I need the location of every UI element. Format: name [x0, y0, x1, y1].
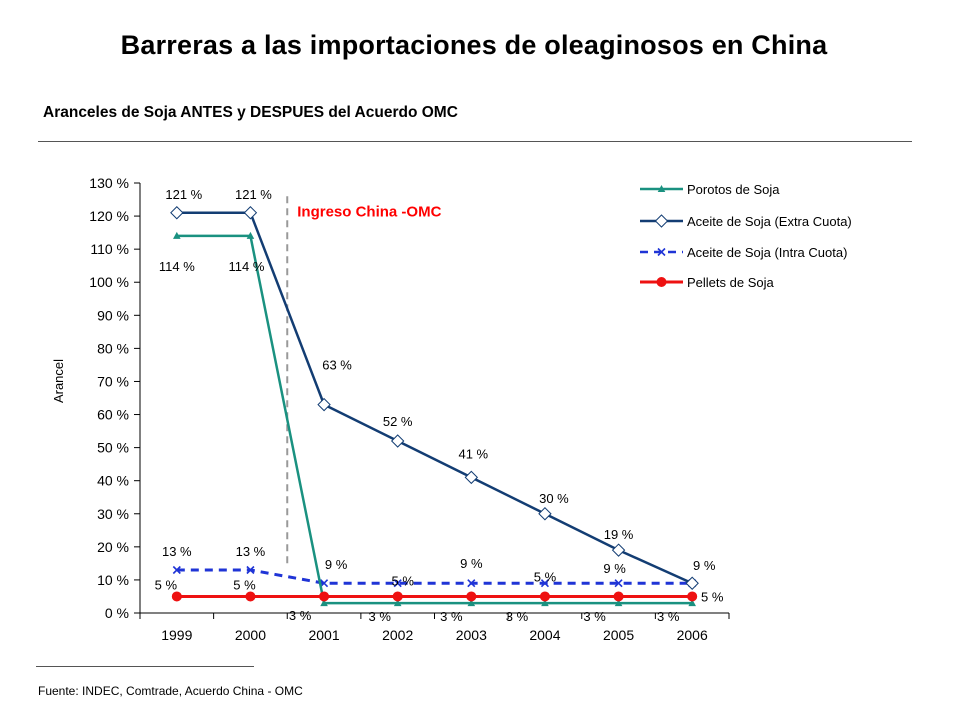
series-point-porotos [467, 599, 476, 607]
series-point-aceite-extra [170, 206, 184, 220]
data-label-porotos: 3 % [289, 608, 312, 623]
y-tick-label: 40 % [97, 473, 129, 489]
y-tick-label: 120 % [89, 208, 129, 224]
series-point-porotos [393, 599, 402, 607]
data-label-aceite-intra: 9 % [603, 561, 626, 576]
data-label-aceite-intra: 9 % [325, 557, 348, 572]
data-label-pellets: 5 % [233, 577, 256, 592]
source-note: Fuente: INDEC, Comtrade, Acuerdo China -… [38, 684, 303, 698]
series-point-pellets [466, 591, 477, 602]
footer-divider [36, 666, 254, 667]
series-line-aceite-extra [176, 211, 693, 585]
x-tick-label: 1999 [161, 627, 192, 643]
x-tick-label: 2003 [456, 627, 487, 643]
series-point-porotos [246, 231, 255, 239]
x-tick-label: 2001 [308, 627, 339, 643]
data-label-pellets: 5 % [391, 573, 414, 588]
series-point-pellets [539, 591, 550, 602]
series-point-aceite-intra [393, 579, 402, 588]
legend-label-aceite-intra: Aceite de Soja (Intra Cuota) [687, 245, 847, 260]
data-label-aceite-extra: 9 % [693, 558, 716, 573]
data-label-porotos: 114 % [228, 259, 264, 274]
series-point-aceite-intra [246, 565, 255, 575]
series-point-pellets [171, 591, 182, 602]
series-point-pellets [687, 591, 698, 602]
y-tick-label: 10 % [97, 572, 129, 588]
series-point-aceite-extra [390, 434, 405, 448]
legend-marker-porotos [657, 185, 666, 192]
data-label-aceite-intra: 13 % [236, 544, 266, 559]
series-line-porotos [176, 234, 693, 605]
data-label-aceite-extra: 121 % [165, 187, 202, 202]
series-point-aceite-extra [317, 397, 331, 412]
series-point-pellets [319, 591, 330, 602]
y-tick-label: 20 % [97, 539, 129, 555]
x-tick-label: 2005 [603, 627, 634, 643]
series-point-porotos [173, 231, 181, 239]
series-point-aceite-extra [611, 543, 626, 557]
series-point-pellets [613, 591, 624, 602]
y-tick-label: 0 % [105, 605, 129, 621]
y-tick-label: 30 % [97, 506, 129, 522]
data-label-pellets: 5 % [534, 569, 557, 584]
data-label-aceite-intra: 9 % [460, 556, 483, 571]
data-label-aceite-extra: 52 % [383, 414, 413, 429]
series-point-aceite-intra [540, 579, 550, 588]
data-label-aceite-extra: 41 % [458, 446, 488, 461]
series-point-porotos [320, 599, 328, 607]
legend-marker-pellets [656, 277, 667, 287]
x-tick-label: 2000 [235, 627, 266, 643]
data-label-porotos: 114 % [159, 259, 195, 274]
y-tick-label: 80 % [97, 340, 129, 356]
data-label-porotos: 3 % [368, 609, 391, 624]
y-axis-title: Arancel [51, 359, 66, 403]
data-label-porotos: 3 % [506, 609, 529, 624]
data-label-aceite-extra: 19 % [604, 527, 634, 542]
series-point-pellets [245, 591, 256, 602]
series-point-pellets [392, 591, 403, 602]
x-tick-label: 2002 [382, 627, 413, 643]
series-point-porotos [541, 599, 549, 607]
chart-subtitle: Aranceles de Soja ANTES y DESPUES del Ac… [43, 104, 458, 121]
legend-label-pellets: Pellets de Soja [687, 275, 774, 290]
series-point-porotos [614, 599, 623, 607]
y-tick-label: 70 % [97, 373, 129, 389]
data-label-porotos: 3 % [657, 609, 680, 624]
data-label-porotos: 3 % [440, 609, 463, 624]
series-point-aceite-intra [172, 565, 181, 575]
series-line-aceite-intra [176, 568, 693, 585]
wto-entry-annotation: Ingreso China -OMC [297, 203, 441, 220]
data-label-aceite-extra: 30 % [539, 491, 569, 506]
y-tick-label: 50 % [97, 440, 129, 456]
y-tick-label: 100 % [89, 274, 129, 290]
y-tick-label: 60 % [97, 407, 129, 423]
series-point-aceite-extra [685, 576, 699, 590]
data-label-aceite-extra: 121 % [235, 187, 272, 202]
x-tick-label: 2006 [677, 627, 708, 643]
series-point-aceite-intra [614, 579, 623, 588]
y-tick-label: 130 % [89, 175, 129, 191]
x-tick-label: 2004 [529, 627, 560, 643]
data-label-pellets: 5 % [701, 589, 724, 604]
series-point-aceite-extra [464, 470, 479, 485]
legend-label-porotos: Porotos de Soja [687, 182, 780, 197]
data-label-pellets: 5 % [155, 577, 178, 592]
data-label-aceite-extra: 63 % [322, 358, 352, 373]
legend-label-aceite-extra: Aceite de Soja (Extra Cuota) [687, 214, 852, 229]
series-point-porotos [688, 599, 696, 607]
page-title: Barreras a las importaciones de oleagino… [120, 30, 828, 60]
header-divider [38, 141, 912, 142]
legend-marker-aceite-extra [654, 214, 669, 228]
y-tick-label: 90 % [97, 307, 129, 323]
series-point-aceite-extra [243, 206, 258, 220]
series-point-aceite-intra [467, 579, 476, 588]
series-point-aceite-extra [538, 507, 552, 521]
data-label-porotos: 3 % [583, 609, 606, 624]
y-tick-label: 110 % [90, 241, 129, 257]
data-label-aceite-intra: 13 % [162, 544, 192, 559]
legend-marker-aceite-intra [657, 247, 666, 257]
